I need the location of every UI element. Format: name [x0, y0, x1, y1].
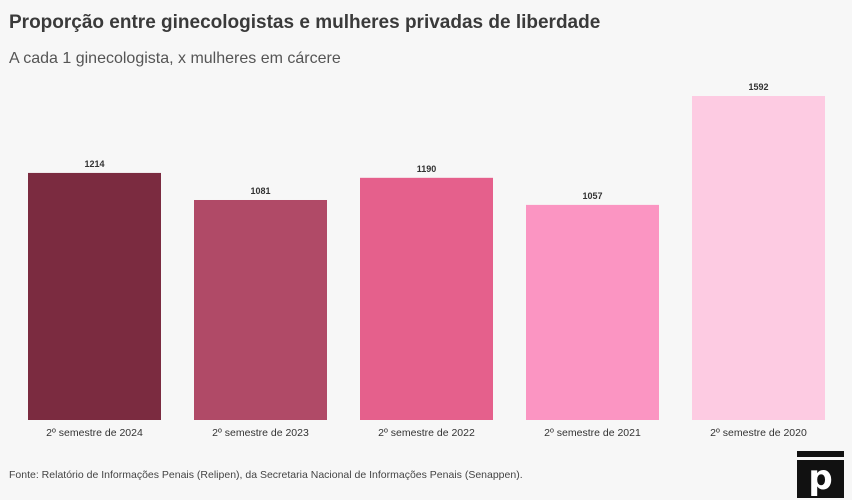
x-tick-label-2: 2º semestre de 2023 [212, 427, 309, 439]
data-label-5: 1592 [748, 82, 768, 92]
source-note: Fonte: Relatório de Informações Penais (… [9, 469, 523, 481]
data-label-1: 1214 [84, 159, 104, 169]
x-tick-label-1: 2º semestre de 2024 [46, 427, 143, 439]
data-label-3: 1190 [417, 164, 437, 174]
bar-2 [194, 199, 327, 420]
data-label-2: 1081 [250, 186, 270, 196]
bar-1 [28, 172, 161, 420]
x-tick-label-4: 2º semestre de 2021 [544, 427, 641, 439]
bar-3 [360, 177, 493, 420]
bar-chart: 1214 2º semestre de 2024 1081 2º semestre d… [28, 82, 825, 439]
logo-letter: p [808, 458, 833, 498]
bar-5 [692, 96, 825, 420]
x-tick-label-3: 2º semestre de 2022 [378, 427, 475, 439]
chart-subtitle: A cada 1 ginecologista, x mulheres em cá… [9, 50, 341, 67]
chart-title: Proporção entre ginecologistas e mulhere… [9, 12, 601, 33]
x-tick-label-5: 2º semestre de 2020 [710, 427, 807, 439]
publisher-logo: p [797, 451, 844, 498]
data-label-4: 1057 [582, 191, 602, 201]
bar-4 [526, 204, 659, 420]
